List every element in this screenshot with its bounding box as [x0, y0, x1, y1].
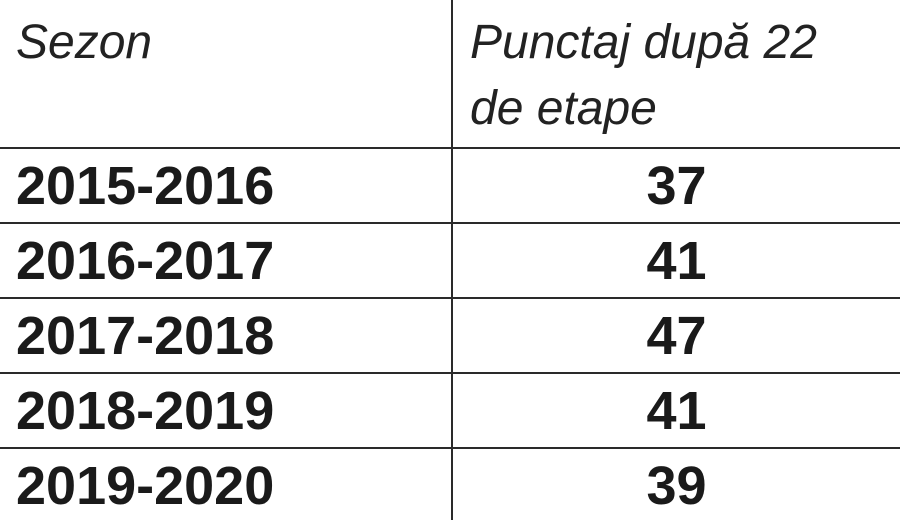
season-cell: 2015-2016 [16, 156, 275, 216]
header-divider [0, 147, 900, 149]
points-cell: 41 [646, 231, 707, 291]
points-cell: 41 [646, 381, 707, 441]
points-cell: 47 [646, 306, 707, 366]
row-divider [0, 222, 900, 224]
points-cell: 37 [646, 156, 707, 216]
header-cell: Sezon [16, 16, 153, 69]
row-divider [0, 447, 900, 449]
row-divider [0, 297, 900, 299]
points-cell: 39 [646, 456, 707, 516]
season-cell: 2018-2019 [16, 381, 275, 441]
header-cell: Punctaj după 22 de etape [470, 16, 817, 135]
season-cell: 2019-2020 [16, 456, 275, 516]
season-cell: 2016-2017 [16, 231, 275, 291]
row-divider [0, 372, 900, 374]
season-cell: 2017-2018 [16, 306, 275, 366]
column-divider [451, 0, 453, 520]
